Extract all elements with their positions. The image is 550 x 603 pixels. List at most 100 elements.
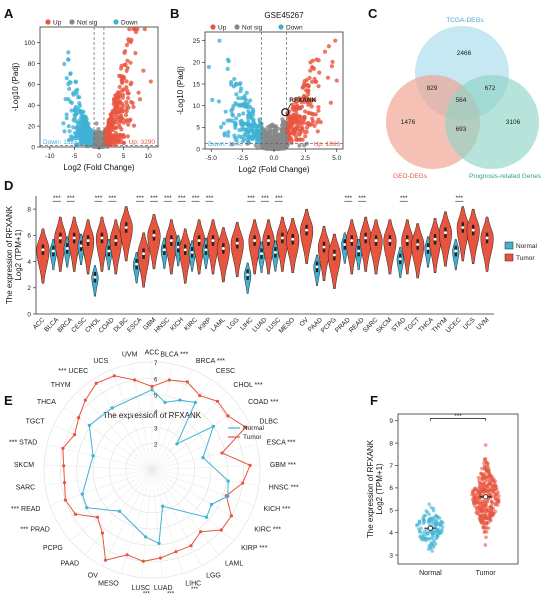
signif-mark: *** xyxy=(275,195,283,202)
y-axis-label: The expression of RFXANK xyxy=(366,439,375,538)
x-tick-label: COAD xyxy=(98,316,116,334)
volcano-point xyxy=(233,121,238,127)
violin-tumor xyxy=(286,218,300,274)
volcano-point xyxy=(79,114,84,119)
radar-signif-mark: *** xyxy=(167,591,175,597)
volcano-point xyxy=(73,80,78,85)
volcano-point xyxy=(233,101,238,106)
radar-series-normal-point xyxy=(91,454,95,458)
volcano-point xyxy=(308,68,313,73)
jitter-point xyxy=(484,521,489,526)
legend-label: Up xyxy=(218,25,227,32)
x-tick-label: Normal xyxy=(419,570,442,577)
volcano-point xyxy=(303,134,308,139)
violin-tumor xyxy=(411,223,425,279)
volcano-point xyxy=(289,138,294,143)
x-tick-label: LUAD xyxy=(251,316,268,333)
radar-axis-label: SARC xyxy=(16,484,35,491)
violin-median xyxy=(79,244,83,248)
volcano-point xyxy=(230,118,235,124)
volcano-point xyxy=(88,141,93,146)
volcano-point xyxy=(119,76,124,81)
jitter-point xyxy=(434,536,439,541)
jitter-point xyxy=(426,547,431,551)
volcano-point xyxy=(77,101,82,106)
volcano-point xyxy=(247,111,252,116)
volcano-point xyxy=(234,116,239,121)
volcano-point xyxy=(298,98,303,103)
volcano-point xyxy=(80,125,85,130)
volcano-point xyxy=(266,134,271,140)
jitter-point xyxy=(483,456,488,461)
volcano-point xyxy=(126,95,131,101)
x-tick-label: KIRC xyxy=(183,316,199,332)
y-tick-label: 6 xyxy=(389,485,393,492)
signif-mark: *** xyxy=(206,195,214,202)
violin-tumor xyxy=(137,232,150,288)
volcano-point xyxy=(330,59,335,65)
volcano-point xyxy=(82,117,87,122)
volcano-point xyxy=(250,107,255,112)
volcano-point xyxy=(310,65,315,70)
venn-region-count: 1476 xyxy=(401,119,416,126)
radar-ring-label: 7 xyxy=(154,361,158,367)
radar-series-tumor-point xyxy=(226,414,230,418)
volcano-point xyxy=(141,68,146,73)
y-tick-label: 8 xyxy=(389,440,393,447)
radar-spoke xyxy=(151,363,173,471)
highlight-leader xyxy=(286,102,292,111)
volcano-point xyxy=(73,136,78,141)
volcano-point xyxy=(270,122,275,127)
volcano-point xyxy=(334,78,339,83)
y-tick-label: 40 xyxy=(28,103,36,110)
volcano-point xyxy=(124,106,129,112)
volcano-point xyxy=(236,134,242,139)
volcano-point xyxy=(108,132,113,137)
volcano-point xyxy=(64,112,69,117)
volcano-point xyxy=(125,58,130,63)
jitter-point xyxy=(493,479,497,484)
legend-marker xyxy=(113,19,119,25)
volcano-point xyxy=(315,129,320,134)
venn-label-tcga: TCGA-DEGs xyxy=(446,17,484,24)
radar-spoke xyxy=(151,464,260,471)
volcano-point xyxy=(108,116,114,121)
signif-mark: *** xyxy=(164,195,172,202)
volcano-point xyxy=(311,112,316,117)
jitter-point xyxy=(484,525,489,530)
radar-axis-label: LAML xyxy=(225,560,243,567)
median-marker xyxy=(427,525,433,531)
volcano-point xyxy=(74,91,79,96)
radar-axis-label: ACC xyxy=(145,350,160,357)
volcano-point xyxy=(115,90,120,95)
x-tick-label: -5.0 xyxy=(206,155,218,162)
volcano-point xyxy=(300,137,305,142)
volcano-point xyxy=(322,49,328,54)
volcano-point xyxy=(248,98,253,103)
jitter-point xyxy=(436,515,440,520)
volcano-point xyxy=(272,129,277,134)
signif-mark: *** xyxy=(67,195,75,202)
volcano-point xyxy=(112,109,117,114)
radar-spoke xyxy=(102,469,153,567)
radar-axis-label: UVM xyxy=(122,352,138,359)
jitter-point xyxy=(485,468,490,473)
violin-median xyxy=(107,249,111,253)
jitter-point xyxy=(439,529,444,534)
radar-spoke xyxy=(151,469,234,541)
legend-label: Up xyxy=(53,20,62,27)
volcano-point xyxy=(250,136,255,142)
down-count: Down: 1648 xyxy=(208,141,243,148)
violin-median xyxy=(253,239,257,242)
violin-median xyxy=(114,239,118,242)
panel-label-a: A xyxy=(4,6,14,21)
radar-spoke xyxy=(151,469,202,567)
jitter-point xyxy=(425,510,430,515)
volcano-point xyxy=(222,133,227,138)
radar-series-normal-point xyxy=(110,406,114,410)
violin-tumor xyxy=(401,219,414,275)
jitter-point xyxy=(475,496,479,500)
jitter-point xyxy=(485,499,490,504)
volcano-point xyxy=(223,109,228,114)
